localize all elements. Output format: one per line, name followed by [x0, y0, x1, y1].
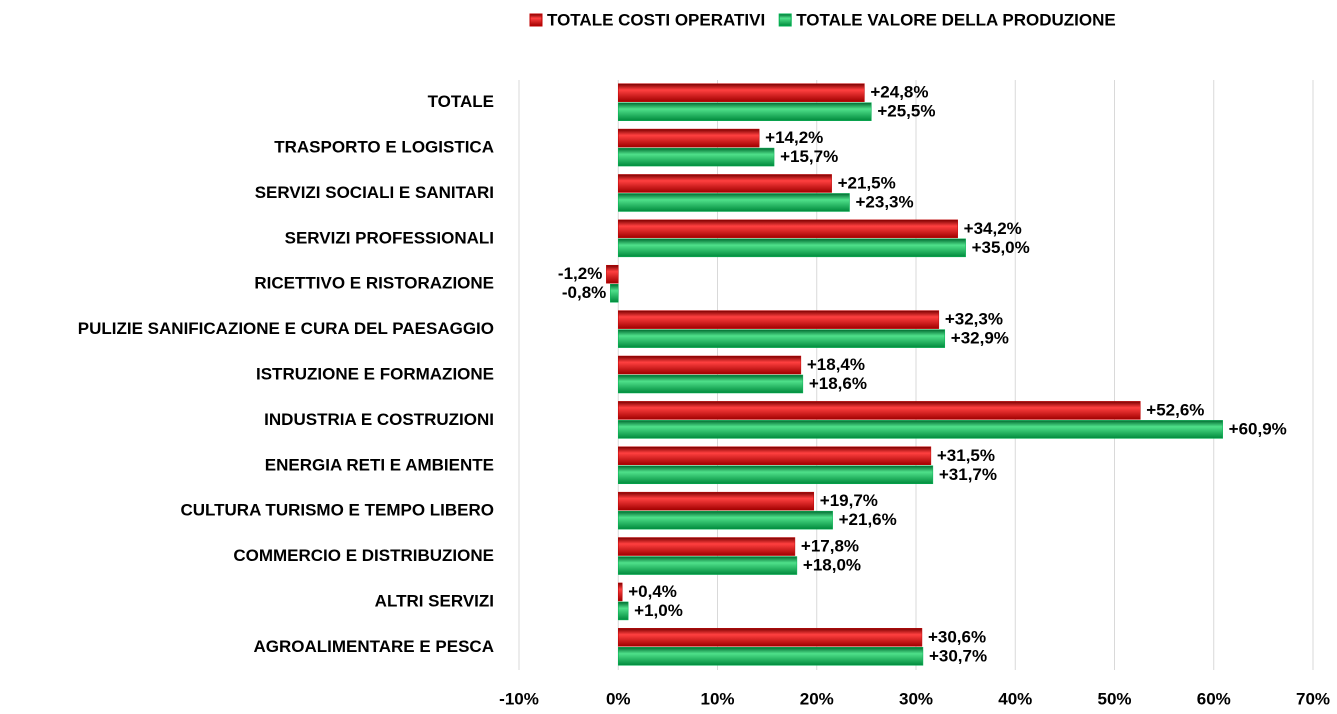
bar: [618, 128, 760, 148]
x-tick-label: 70%: [1296, 689, 1330, 708]
value-label: +30,6%: [928, 627, 986, 646]
bar: [606, 264, 619, 284]
value-label: +60,9%: [1229, 419, 1287, 438]
bar: [618, 556, 798, 575]
legend-swatch: [529, 13, 543, 27]
bar: [618, 193, 850, 212]
value-label: +24,8%: [870, 83, 928, 102]
value-label: +31,5%: [937, 446, 995, 465]
bar: [618, 420, 1223, 439]
category-label: TRASPORTO E LOGISTICA: [274, 138, 494, 157]
x-tick-label: 20%: [800, 689, 834, 708]
bar: [618, 219, 958, 239]
category-label: SERVIZI PROFESSIONALI: [285, 228, 494, 247]
bar: [618, 329, 946, 348]
value-label: +30,7%: [929, 646, 987, 665]
bar: [618, 491, 815, 511]
value-label: +25,5%: [877, 102, 935, 121]
value-label: +21,5%: [838, 173, 896, 192]
bar: [618, 465, 934, 485]
category-label: RICETTIVO E RISTORAZIONE: [254, 274, 494, 293]
bar: [618, 628, 923, 647]
category-label: INDUSTRIA E COSTRUZIONI: [264, 410, 494, 429]
bar: [618, 582, 623, 602]
category-label: SERVIZI SOCIALI E SANITARI: [255, 183, 494, 202]
value-label: +19,7%: [820, 491, 878, 510]
value-label: +15,7%: [780, 147, 838, 166]
bar: [618, 102, 872, 121]
x-tick-label: 0%: [606, 689, 631, 708]
bar: [618, 174, 832, 193]
value-label: +52,6%: [1146, 400, 1204, 419]
category-label: CULTURA TURISMO E TEMPO LIBERO: [180, 501, 494, 520]
bar: [618, 310, 940, 329]
category-label: ENERGIA RETI E AMBIENTE: [265, 455, 494, 474]
x-tick-label: 10%: [700, 689, 734, 708]
bar: [618, 401, 1141, 420]
value-label: -0,8%: [562, 283, 606, 302]
bar: [618, 238, 966, 258]
category-label: AGROALIMENTARE E PESCA: [253, 637, 494, 656]
value-label: +21,6%: [839, 510, 897, 529]
bar: [618, 601, 629, 621]
value-label: +31,7%: [939, 465, 997, 484]
value-label: +32,9%: [951, 329, 1009, 348]
category-label: TOTALE: [428, 92, 494, 111]
x-tick-label: 60%: [1197, 689, 1231, 708]
bar: [618, 647, 924, 666]
category-label: COMMERCIO E DISTRIBUZIONE: [233, 546, 494, 565]
value-label: -1,2%: [558, 264, 602, 283]
value-label: +0,4%: [628, 582, 677, 601]
legend-label: TOTALE COSTI OPERATIVI: [547, 10, 765, 29]
x-tick-label: -10%: [499, 689, 539, 708]
bar: [618, 355, 802, 375]
value-label: +23,3%: [856, 192, 914, 211]
value-label: +32,3%: [945, 310, 1003, 329]
bar: [618, 537, 796, 556]
value-label: +1,0%: [634, 601, 683, 620]
category-label: ALTRI SERVIZI: [375, 591, 494, 610]
legend-swatch: [778, 13, 792, 27]
value-label: +18,4%: [807, 355, 865, 374]
x-tick-label: 30%: [899, 689, 933, 708]
bar: [618, 147, 775, 167]
bar: [618, 510, 833, 530]
x-tick-label: 40%: [998, 689, 1032, 708]
bar: [618, 446, 932, 466]
legend-label: TOTALE VALORE DELLA PRODUZIONE: [796, 10, 1116, 29]
value-label: +14,2%: [765, 128, 823, 147]
value-label: +35,0%: [972, 238, 1030, 257]
value-label: +18,0%: [803, 556, 861, 575]
value-label: +18,6%: [809, 374, 867, 393]
value-label: +17,8%: [801, 537, 859, 556]
value-label: +34,2%: [964, 219, 1022, 238]
bar: [618, 83, 865, 102]
category-label: ISTRUZIONE E FORMAZIONE: [256, 364, 494, 383]
bar: [618, 374, 804, 394]
bar: [610, 283, 619, 303]
x-tick-label: 50%: [1097, 689, 1131, 708]
category-label: PULIZIE SANIFICAZIONE E CURA DEL PAESAGG…: [78, 319, 494, 338]
